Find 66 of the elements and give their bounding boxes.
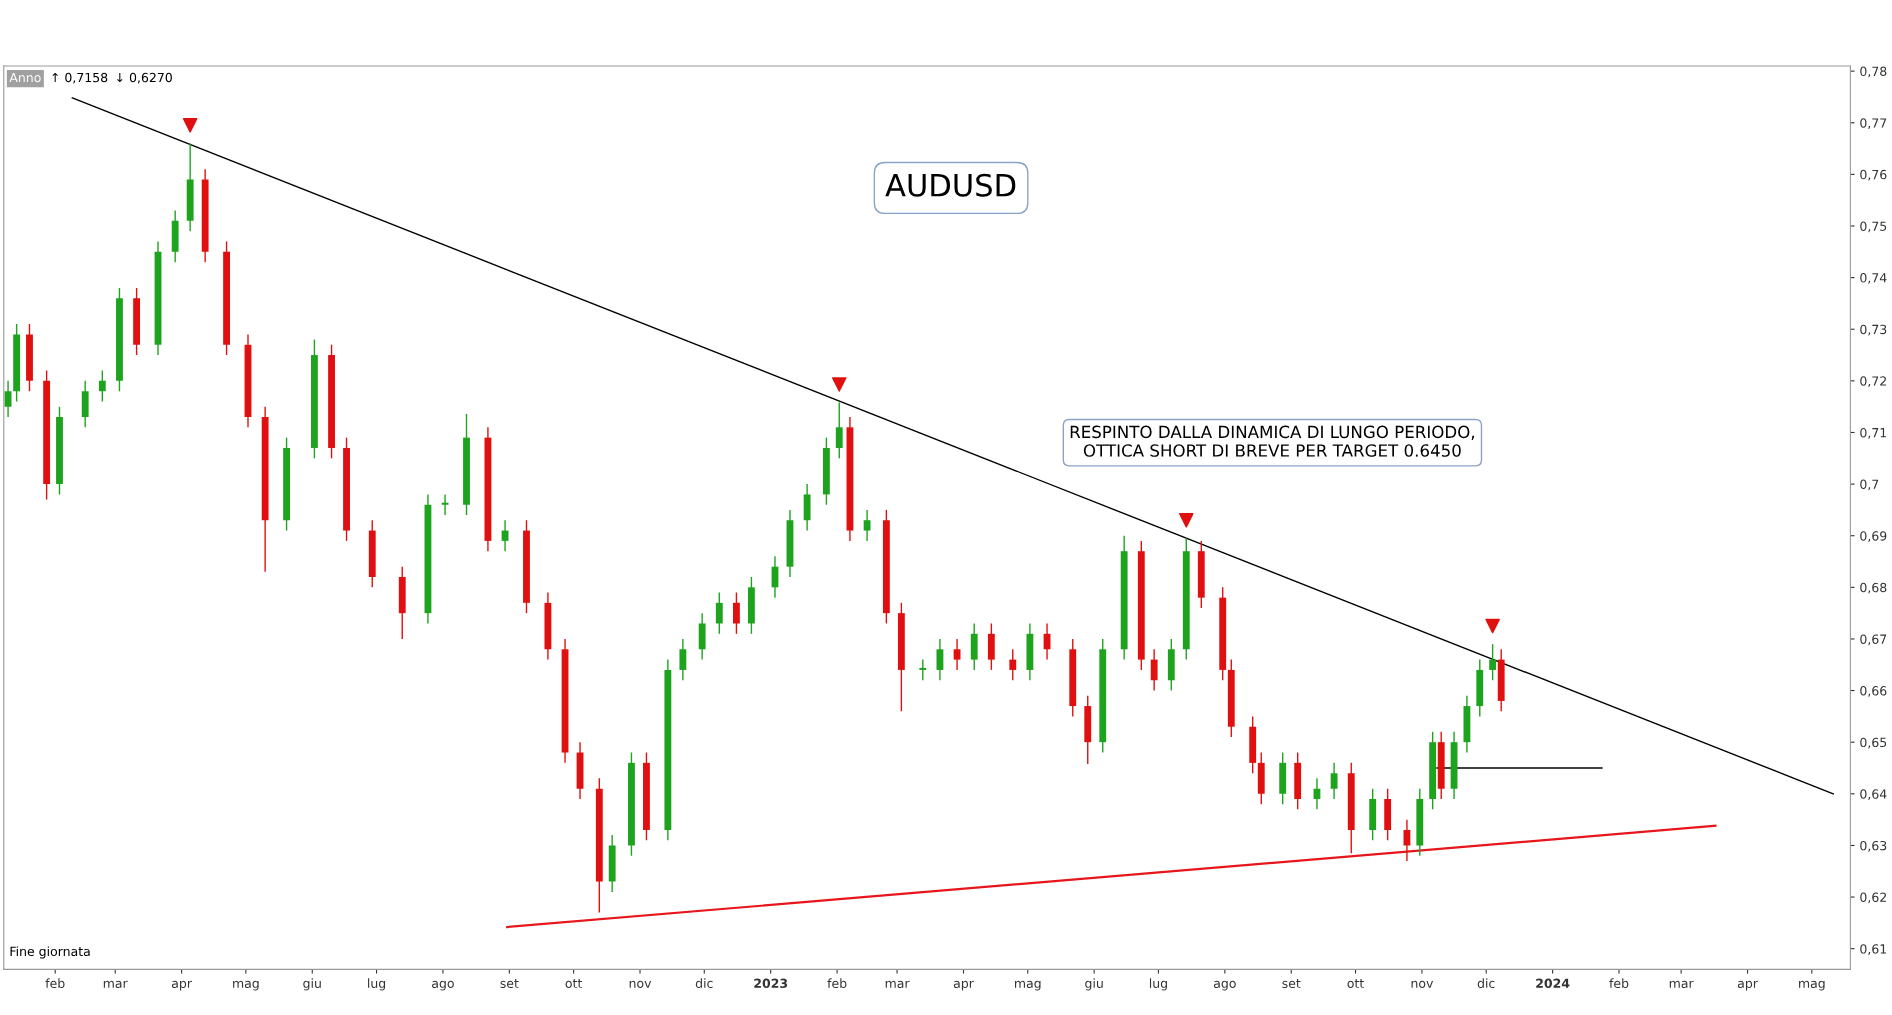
annotation: ↓ 0,6270	[117, 72, 172, 84]
x-tick-label: 2024	[1536, 978, 1570, 989]
y-tick-label: 0,69	[1860, 531, 1887, 542]
y-tick-label: 0,67	[1860, 634, 1887, 646]
candlestick	[1150, 648, 1158, 692]
x-tick-label: giu	[303, 978, 321, 991]
y-tick-label: 0,74	[1860, 273, 1887, 284]
y-tick-label: 0,75	[1860, 221, 1887, 233]
x-tick-label: lug	[1149, 978, 1167, 991]
y-tick-label: 0,76	[1860, 169, 1887, 181]
y-tick-label: 0,66	[1860, 686, 1887, 697]
x-tick-label: ago	[1213, 980, 1236, 991]
x-tick-label: mar	[885, 980, 910, 989]
y-tick-label: 0,62	[1860, 892, 1886, 904]
x-tick-label: feb	[1609, 978, 1629, 989]
candlestick	[863, 509, 871, 542]
y-tick-label: 0,7	[1860, 479, 1879, 491]
y-tick-label: 0,72	[1860, 376, 1886, 388]
x-tick-label: mar	[1669, 980, 1694, 989]
annotation: Fine giornata	[10, 946, 90, 959]
y-tick-label: 0,63	[1860, 840, 1887, 852]
x-tick-label: apr	[171, 980, 192, 991]
x-tick-label: 2023	[754, 978, 788, 989]
x-tick-label: ago	[432, 980, 454, 991]
candlestick	[919, 658, 927, 681]
y-tick-label: 0,77	[1860, 118, 1887, 129]
candlestick	[4, 380, 12, 418]
y-tick-label: 0,73	[1860, 324, 1887, 336]
annotation: Anno	[9, 72, 41, 83]
candlestick	[733, 591, 740, 635]
candlestick	[1489, 643, 1497, 681]
y-tick-label: 0,61	[1860, 944, 1887, 955]
x-tick-label: ott	[565, 979, 583, 989]
x-tick-label: dic	[1477, 978, 1495, 989]
x-tick-label: mag	[233, 980, 259, 991]
candlestick	[679, 638, 687, 681]
candlestick	[835, 401, 843, 459]
candlestick	[715, 591, 723, 635]
annotation: ↑ 0,7158	[52, 72, 108, 84]
x-tick-label: apr	[1737, 980, 1758, 991]
x-tick-label: giu	[1085, 978, 1103, 991]
x-tick-label: mag	[1015, 980, 1041, 991]
x-tick-label: feb	[45, 978, 65, 989]
y-tick-label: 0,71	[1860, 427, 1887, 439]
x-tick-label: ott	[1347, 979, 1364, 989]
x-tick-label: lug	[368, 978, 386, 991]
candlestick	[441, 493, 449, 516]
y-tick-label: 0,68	[1860, 582, 1887, 594]
y-tick-label: 0,78	[1860, 66, 1887, 78]
x-tick-label: set	[1282, 979, 1301, 989]
y-tick-label: 0,64	[1860, 789, 1887, 801]
x-tick-label: mar	[103, 980, 128, 989]
x-tick-label: dic	[695, 978, 713, 989]
x-tick-label: set	[500, 979, 519, 989]
x-tick-label: mag	[1799, 980, 1825, 991]
candlestick	[1330, 762, 1338, 800]
candlestick	[98, 369, 106, 403]
x-tick-label: nov	[1411, 980, 1434, 989]
candlestick	[953, 638, 961, 671]
x-tick-label: apr	[953, 980, 974, 991]
annotation: RESPINTO DALLA DINAMICA DI LUNGO PERIODO, OTTICA SHORT DI BREVE PER TARGET 0.6450	[1070, 425, 1475, 457]
candlestick	[1009, 648, 1017, 681]
x-tick-label: nov	[629, 980, 652, 989]
text: AUDUSD	[885, 173, 1016, 197]
y-tick-label: 0,65	[1860, 737, 1887, 749]
x-tick-label: feb	[827, 978, 847, 989]
